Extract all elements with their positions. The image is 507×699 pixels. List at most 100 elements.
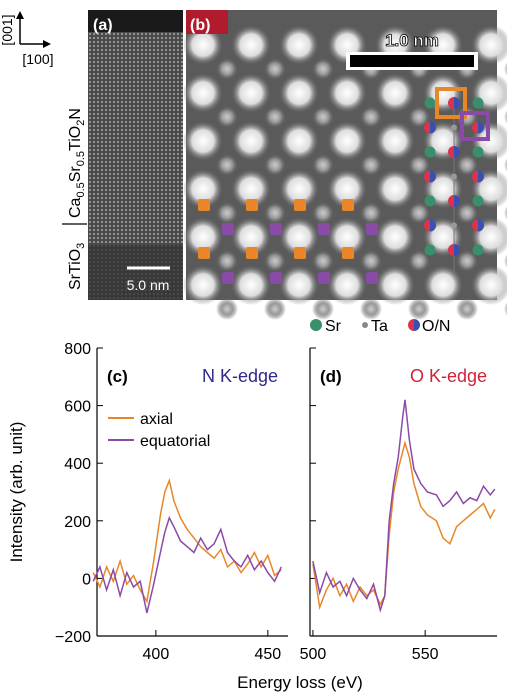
- sr: [472, 244, 484, 256]
- on: [448, 244, 460, 256]
- x-tick-label: 450: [254, 646, 281, 663]
- atom-column: [216, 298, 238, 320]
- sr: [424, 195, 436, 207]
- panel-label: (c): [107, 367, 128, 386]
- scale-label: 1.0 nm: [385, 31, 439, 50]
- atom-column: [471, 265, 507, 305]
- atom-column: [375, 265, 415, 305]
- atom-column: [216, 154, 238, 176]
- marker: [294, 247, 306, 259]
- atom-column: [504, 205, 507, 221]
- atom-column: [408, 250, 430, 272]
- y-tick-label: 400: [64, 456, 91, 473]
- atom-column: [216, 58, 238, 80]
- text: Ca: [67, 197, 84, 218]
- atom-column: [327, 121, 367, 161]
- atom-column: [456, 298, 478, 320]
- atom-column: [408, 106, 430, 128]
- chart-title: N K-edge: [202, 366, 278, 386]
- panel-label: (b): [190, 17, 210, 34]
- atom-column: [312, 58, 334, 80]
- atom-column: [408, 202, 430, 224]
- atom-column: [216, 250, 238, 272]
- panel-label: (d): [320, 367, 342, 386]
- y-tick-label: 600: [64, 399, 91, 416]
- atom-column: [231, 25, 271, 65]
- atom-column: [408, 154, 430, 176]
- atom-column: [231, 169, 271, 209]
- sr: [424, 146, 436, 158]
- legend-label: Sr: [325, 318, 342, 335]
- marker: [198, 247, 210, 259]
- text: Sr: [67, 166, 84, 183]
- atom-column: [279, 217, 319, 257]
- atom-column: [183, 265, 223, 305]
- atom-column: [183, 25, 223, 65]
- sr: [424, 97, 436, 109]
- film-label: Ca0.5Sr0.5TiO2N: [67, 108, 87, 218]
- atom-column: [231, 217, 271, 257]
- on: [424, 170, 436, 183]
- marker: [246, 199, 258, 211]
- atom-column: [231, 73, 271, 113]
- spectrum: [92, 515, 282, 614]
- text: SrTiO: [67, 249, 84, 290]
- legend-label: axial: [140, 411, 173, 428]
- on: [472, 219, 484, 232]
- atom-column: [504, 301, 507, 317]
- atom-column: [504, 61, 507, 77]
- subscript: 3: [75, 243, 87, 249]
- atom-column: [312, 154, 334, 176]
- on: [472, 170, 484, 183]
- text: N: [67, 108, 84, 120]
- atom-column: [264, 202, 286, 224]
- highlight: [460, 111, 490, 141]
- on: [424, 219, 436, 232]
- sr: [424, 244, 436, 256]
- chart-title: O K-edge: [410, 366, 487, 386]
- subscript: 2: [75, 120, 87, 126]
- atom-column: [360, 298, 382, 320]
- atom-column: [264, 58, 286, 80]
- atom-column: [456, 154, 478, 176]
- text: TiO: [67, 126, 84, 151]
- y-tick-label: 0: [82, 571, 91, 588]
- atom-legend: Sr Ta O/N: [310, 318, 450, 335]
- atom-column: [279, 73, 319, 113]
- marker: [366, 223, 378, 235]
- atom-column: [183, 73, 223, 113]
- y-tick-label: 800: [64, 341, 91, 358]
- sr: [472, 146, 484, 158]
- legend-label: equatorial: [140, 433, 210, 450]
- legend-label: O/N: [422, 318, 450, 335]
- x-tick-label: 400: [143, 646, 170, 663]
- atom-column: [456, 250, 478, 272]
- legend-label: Ta: [371, 318, 388, 335]
- ta: [451, 173, 457, 180]
- atom-column: [327, 73, 367, 113]
- substrate-label: SrTiO3: [67, 243, 87, 290]
- panel-b-overlay: (b) 1.0 nm: [186, 10, 478, 70]
- atom-column: [327, 265, 367, 305]
- marker: [270, 223, 282, 235]
- subscript: 0.5: [75, 151, 87, 166]
- y-axis-title: Intensity (arb. unit): [7, 422, 26, 563]
- panel-label: (a): [93, 17, 113, 34]
- on: [448, 195, 460, 207]
- atom-column: [183, 169, 223, 209]
- atom-column: [279, 121, 319, 161]
- spectrum: [312, 440, 496, 611]
- atom-column: [360, 250, 382, 272]
- panel-b: [183, 10, 507, 320]
- x-tick-label: 550: [412, 646, 439, 663]
- orientation: [001] [100]: [0, 11, 54, 67]
- atom-column: [216, 202, 238, 224]
- ta: [451, 222, 457, 229]
- marker: [270, 272, 282, 284]
- atom-column: [504, 253, 507, 269]
- atom-column: [408, 298, 430, 320]
- highlight: [435, 87, 467, 119]
- marker: [222, 272, 234, 284]
- y-tick-label: −200: [55, 629, 91, 646]
